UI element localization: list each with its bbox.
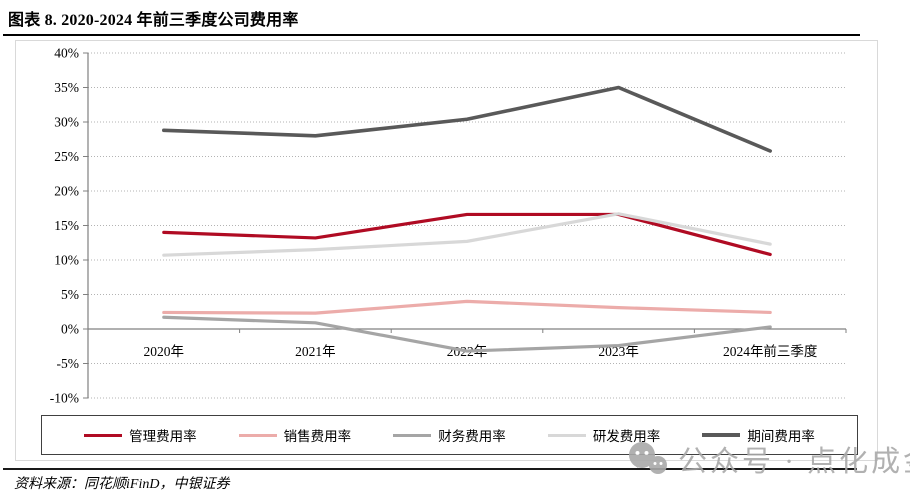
x-tick-label: 2021年 bbox=[295, 344, 336, 359]
y-tick-label: 35% bbox=[54, 80, 79, 95]
y-tick-label: 30% bbox=[54, 115, 79, 130]
wechat-icon bbox=[629, 442, 667, 474]
legend-swatch-admin bbox=[84, 433, 123, 437]
y-tick-label: 25% bbox=[54, 149, 79, 164]
title-divider bbox=[3, 34, 860, 36]
source-note: 资料来源：同花顺iFinD，中银证券 bbox=[14, 477, 230, 492]
legend-item-selling: 销售费用率 bbox=[238, 425, 352, 445]
y-tick-label: 0% bbox=[61, 322, 79, 337]
series-line-admin bbox=[162, 212, 772, 257]
chart-frame bbox=[15, 40, 878, 461]
x-tick-label: 2024年前三季度 bbox=[723, 343, 818, 359]
legend-swatch-finance bbox=[393, 433, 432, 437]
legend-swatch-selling bbox=[238, 433, 277, 437]
watermark-text: 公众号 · 点化成金 bbox=[678, 446, 910, 478]
legend-item-rnd: 研发费用率 bbox=[547, 425, 661, 445]
legend-item-admin: 管理费用率 bbox=[84, 425, 197, 445]
legend-label-finance: 财务费用率 bbox=[438, 429, 506, 444]
legend-label-period: 期间费用率 bbox=[747, 429, 815, 444]
x-tick-label: 2023年 bbox=[598, 344, 639, 359]
watermark: 公众号 · 点化成金 bbox=[626, 438, 910, 480]
legend-label-rnd: 研发费用率 bbox=[592, 429, 661, 444]
legend-label-selling: 销售费用率 bbox=[283, 429, 352, 444]
legend-item-finance: 财务费用率 bbox=[393, 425, 506, 445]
y-tick-label: 15% bbox=[54, 218, 79, 233]
legend-swatch-period bbox=[702, 433, 741, 437]
legend-swatch-rnd bbox=[547, 433, 586, 437]
y-tick-label: 5% bbox=[61, 287, 79, 302]
series-line-rnd bbox=[162, 212, 772, 257]
y-tick-label: 40% bbox=[54, 46, 79, 61]
y-tick-label: 10% bbox=[54, 253, 79, 268]
y-tick-label: -5% bbox=[57, 356, 80, 371]
legend-item-period: 期间费用率 bbox=[702, 425, 815, 445]
legend-label-admin: 管理费用率 bbox=[129, 429, 197, 444]
chart-legend: 管理费用率 销售费用率 财务费用率 研发费用率 期间费用率 bbox=[41, 415, 858, 455]
x-tick-label: 2020年 bbox=[144, 344, 185, 359]
series-line-selling bbox=[162, 299, 772, 315]
series-line-finance bbox=[162, 315, 772, 353]
footer-divider bbox=[3, 468, 857, 470]
series-line-period bbox=[162, 85, 773, 153]
y-tick-label: -10% bbox=[50, 391, 79, 406]
y-tick-label: 20% bbox=[54, 184, 79, 199]
figure-title: 图表 8. 2020-2024 年前三季度公司费用率 bbox=[8, 12, 299, 29]
